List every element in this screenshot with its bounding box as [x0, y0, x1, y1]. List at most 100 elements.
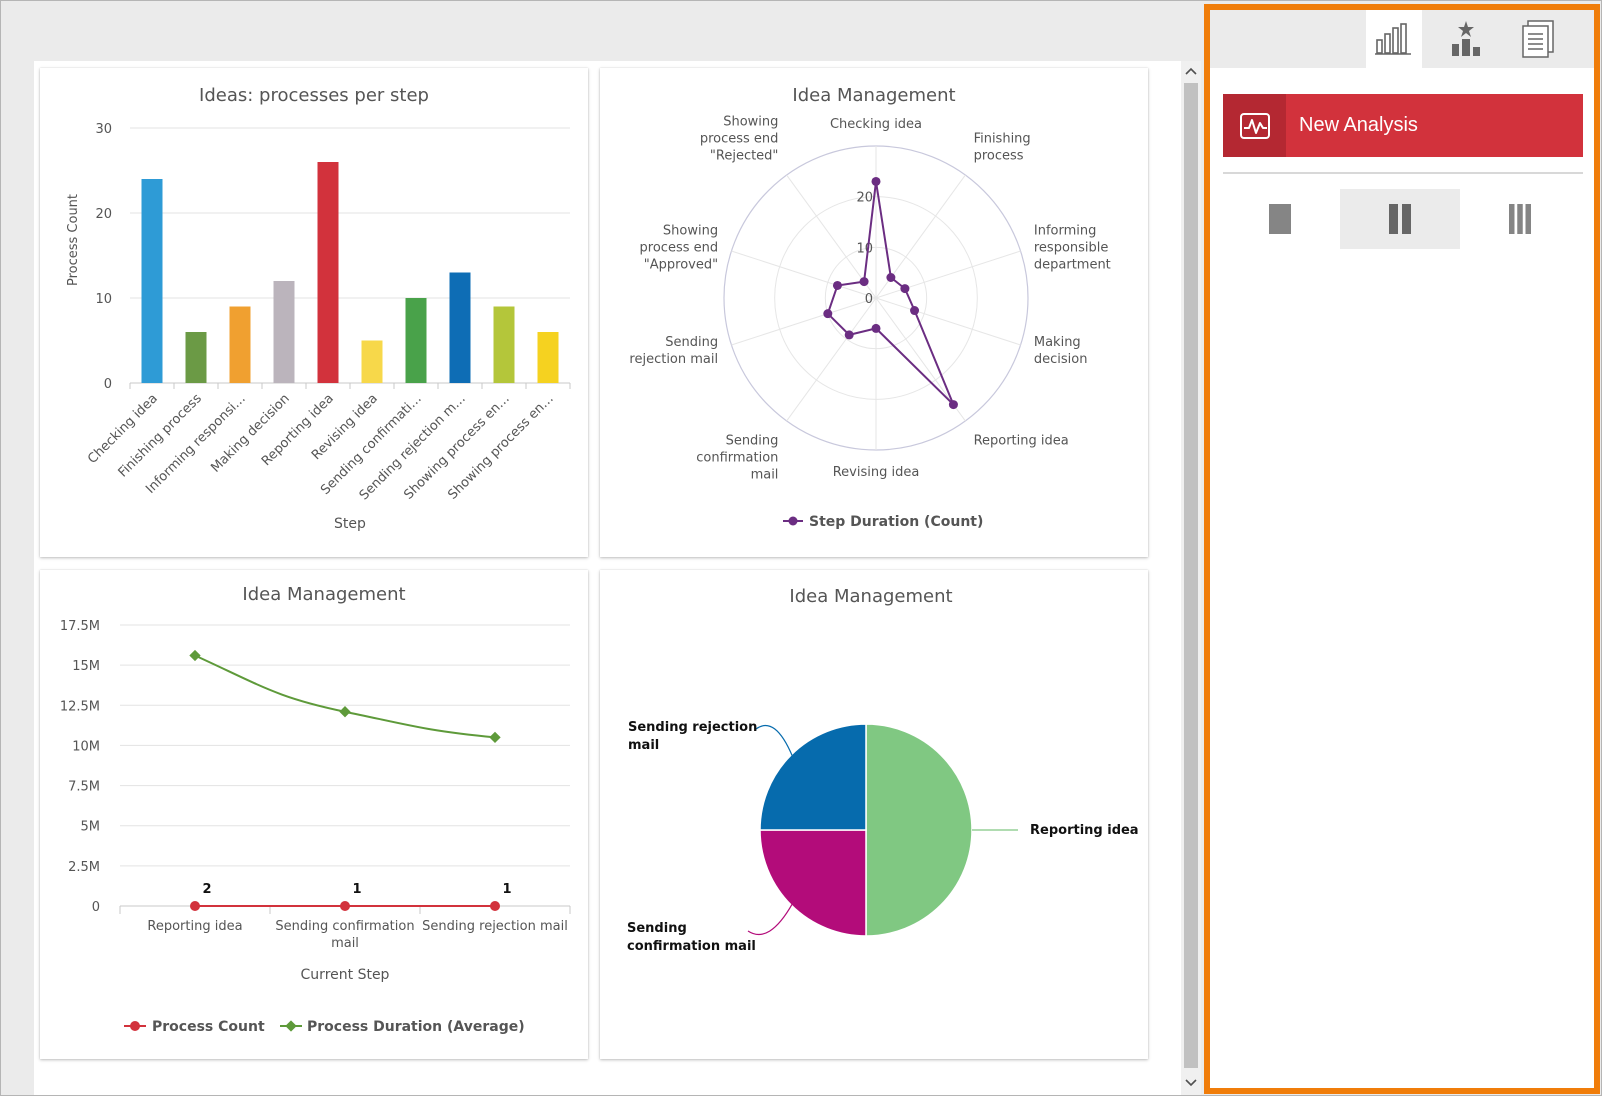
- label-line: Reporting idea: [147, 919, 242, 934]
- label-line: mail: [628, 738, 659, 753]
- radar-spoke: [875, 297, 1021, 346]
- radar-point: [900, 284, 910, 294]
- y-axis-label: Process Count: [66, 194, 81, 286]
- layout-two-column-button[interactable]: [1340, 189, 1460, 249]
- label-line: Sending rejection mail: [422, 919, 568, 934]
- y-tick-label: 17.5M: [60, 619, 100, 634]
- radar-point: [871, 176, 881, 186]
- line-chart: Idea Management Current Step 0 2.5M 5M 7.5M…: [60, 584, 571, 1035]
- radar-spoke: [786, 297, 877, 422]
- radar-category-label: Sending rejection mail: [629, 335, 718, 367]
- scroll-down-arrow-icon[interactable]: [1181, 1073, 1201, 1093]
- radar-category-label: Sending confirmation mail: [696, 433, 778, 482]
- tab-documents[interactable]: [1510, 10, 1566, 68]
- label-line: Checking idea: [830, 117, 922, 132]
- pie-slice-label: Reporting idea: [1030, 823, 1139, 838]
- bar: [141, 179, 163, 383]
- label-line: confirmation: [696, 450, 778, 465]
- radar-category-label: Making decision: [1034, 335, 1088, 367]
- label-line: responsible: [1034, 241, 1109, 256]
- radar-chart-card[interactable]: Idea Management 0 10 20 Checking idea Finish…: [600, 68, 1148, 557]
- bar: [405, 298, 427, 383]
- pie-chart-card[interactable]: Idea Management Reporting idea Sending con…: [600, 570, 1148, 1059]
- bar-chart-card[interactable]: Ideas: processes per step Process Count …: [40, 68, 588, 557]
- pie-slice-label: Sending rejection mail: [628, 720, 757, 753]
- two-column-layout-icon: [1389, 204, 1411, 234]
- radial-tick-label: 20: [856, 191, 873, 206]
- y-tick-label: 30: [95, 122, 112, 137]
- radar-category-label: Showing process end "Rejected": [700, 115, 779, 164]
- duration-point: [339, 706, 351, 718]
- label-line: process end: [640, 241, 719, 256]
- y-tick-label: 0: [92, 900, 100, 915]
- radar-spoke: [731, 250, 877, 299]
- scroll-thumb[interactable]: [1184, 83, 1198, 1068]
- bar: [273, 281, 295, 383]
- documents-icon: [1522, 20, 1554, 58]
- bar: [361, 340, 383, 383]
- y-tick-label: 5M: [81, 820, 101, 835]
- pie-chart: Idea Management Reporting idea Sending con…: [627, 586, 1139, 954]
- label-line: department: [1034, 258, 1111, 273]
- ranking-star-icon: [1452, 21, 1480, 56]
- label-line: Sending confirmation: [275, 919, 414, 934]
- count-point: [190, 901, 200, 911]
- radar-category-label: Checking idea: [830, 117, 922, 132]
- radar-chart: Idea Management 0 10 20 Checking idea Finish…: [629, 85, 1111, 530]
- data-label: 2: [202, 882, 211, 897]
- label-line: Showing: [663, 224, 718, 239]
- legend-label: Process Duration (Average): [307, 1019, 525, 1035]
- panel-tab-bar: [1210, 10, 1594, 68]
- label-line: "Approved": [644, 258, 718, 273]
- radar-spoke: [875, 250, 1021, 299]
- x-tick-label: Making decision: [208, 391, 293, 476]
- y-tick-label: 2.5M: [68, 860, 100, 875]
- radar-point: [910, 306, 920, 316]
- series-line-duration: [194, 654, 496, 739]
- layout-one-column-button[interactable]: [1220, 189, 1340, 249]
- radar-point: [948, 400, 958, 410]
- analysis-monitor-icon: [1223, 94, 1286, 157]
- duration-point: [489, 731, 501, 744]
- legend-marker: [788, 516, 798, 526]
- label-line: decision: [1034, 352, 1088, 367]
- label-line: mail: [331, 936, 359, 951]
- radar-category-label: Revising idea: [833, 465, 920, 480]
- dashboard-area: Ideas: processes per step Process Count …: [34, 61, 1184, 1095]
- tab-charts[interactable]: [1366, 10, 1422, 68]
- label-line: Sending: [726, 433, 779, 448]
- bar: [449, 272, 471, 383]
- y-tick-label: 12.5M: [60, 699, 100, 714]
- radar-category-label: Finishing process: [974, 132, 1031, 164]
- legend-marker: [285, 1020, 297, 1032]
- layout-three-column-button[interactable]: [1460, 189, 1580, 249]
- radar-category-label: Showing process end "Approved": [640, 224, 719, 273]
- dashboard-scrollbar[interactable]: [1181, 61, 1201, 1095]
- tab-rankings[interactable]: [1438, 10, 1494, 68]
- label-line: Reporting idea: [1030, 823, 1139, 838]
- line-chart-card[interactable]: Idea Management Current Step 0 2.5M 5M 7.5M…: [40, 570, 588, 1059]
- new-analysis-label: New Analysis: [1299, 114, 1418, 136]
- radar-point: [859, 277, 869, 287]
- single-column-layout-icon: [1269, 204, 1291, 234]
- radar-point: [871, 323, 881, 333]
- new-analysis-button[interactable]: New Analysis: [1223, 94, 1583, 157]
- pie-slice: [759, 829, 867, 937]
- pie-slice-label: Sending confirmation mail: [627, 921, 756, 954]
- label-line: "Rejected": [710, 149, 779, 164]
- label-line: Making: [1034, 335, 1081, 350]
- y-tick-label: 0: [104, 377, 112, 392]
- label-line: Showing: [723, 115, 778, 130]
- label-line: Sending rejection: [628, 720, 757, 735]
- label-line: process end: [700, 132, 779, 147]
- pie-connector-line: [755, 724, 794, 757]
- analysis-side-panel: New Analysis: [1204, 4, 1600, 1094]
- radar-point: [886, 273, 896, 283]
- scroll-up-arrow-icon[interactable]: [1181, 61, 1201, 81]
- label-line: Finishing: [974, 132, 1031, 147]
- pie-connector-line: [747, 903, 794, 936]
- duration-point: [189, 649, 201, 662]
- radar-spoke: [731, 297, 877, 346]
- x-tick-label: Sending rejection mail: [422, 919, 568, 934]
